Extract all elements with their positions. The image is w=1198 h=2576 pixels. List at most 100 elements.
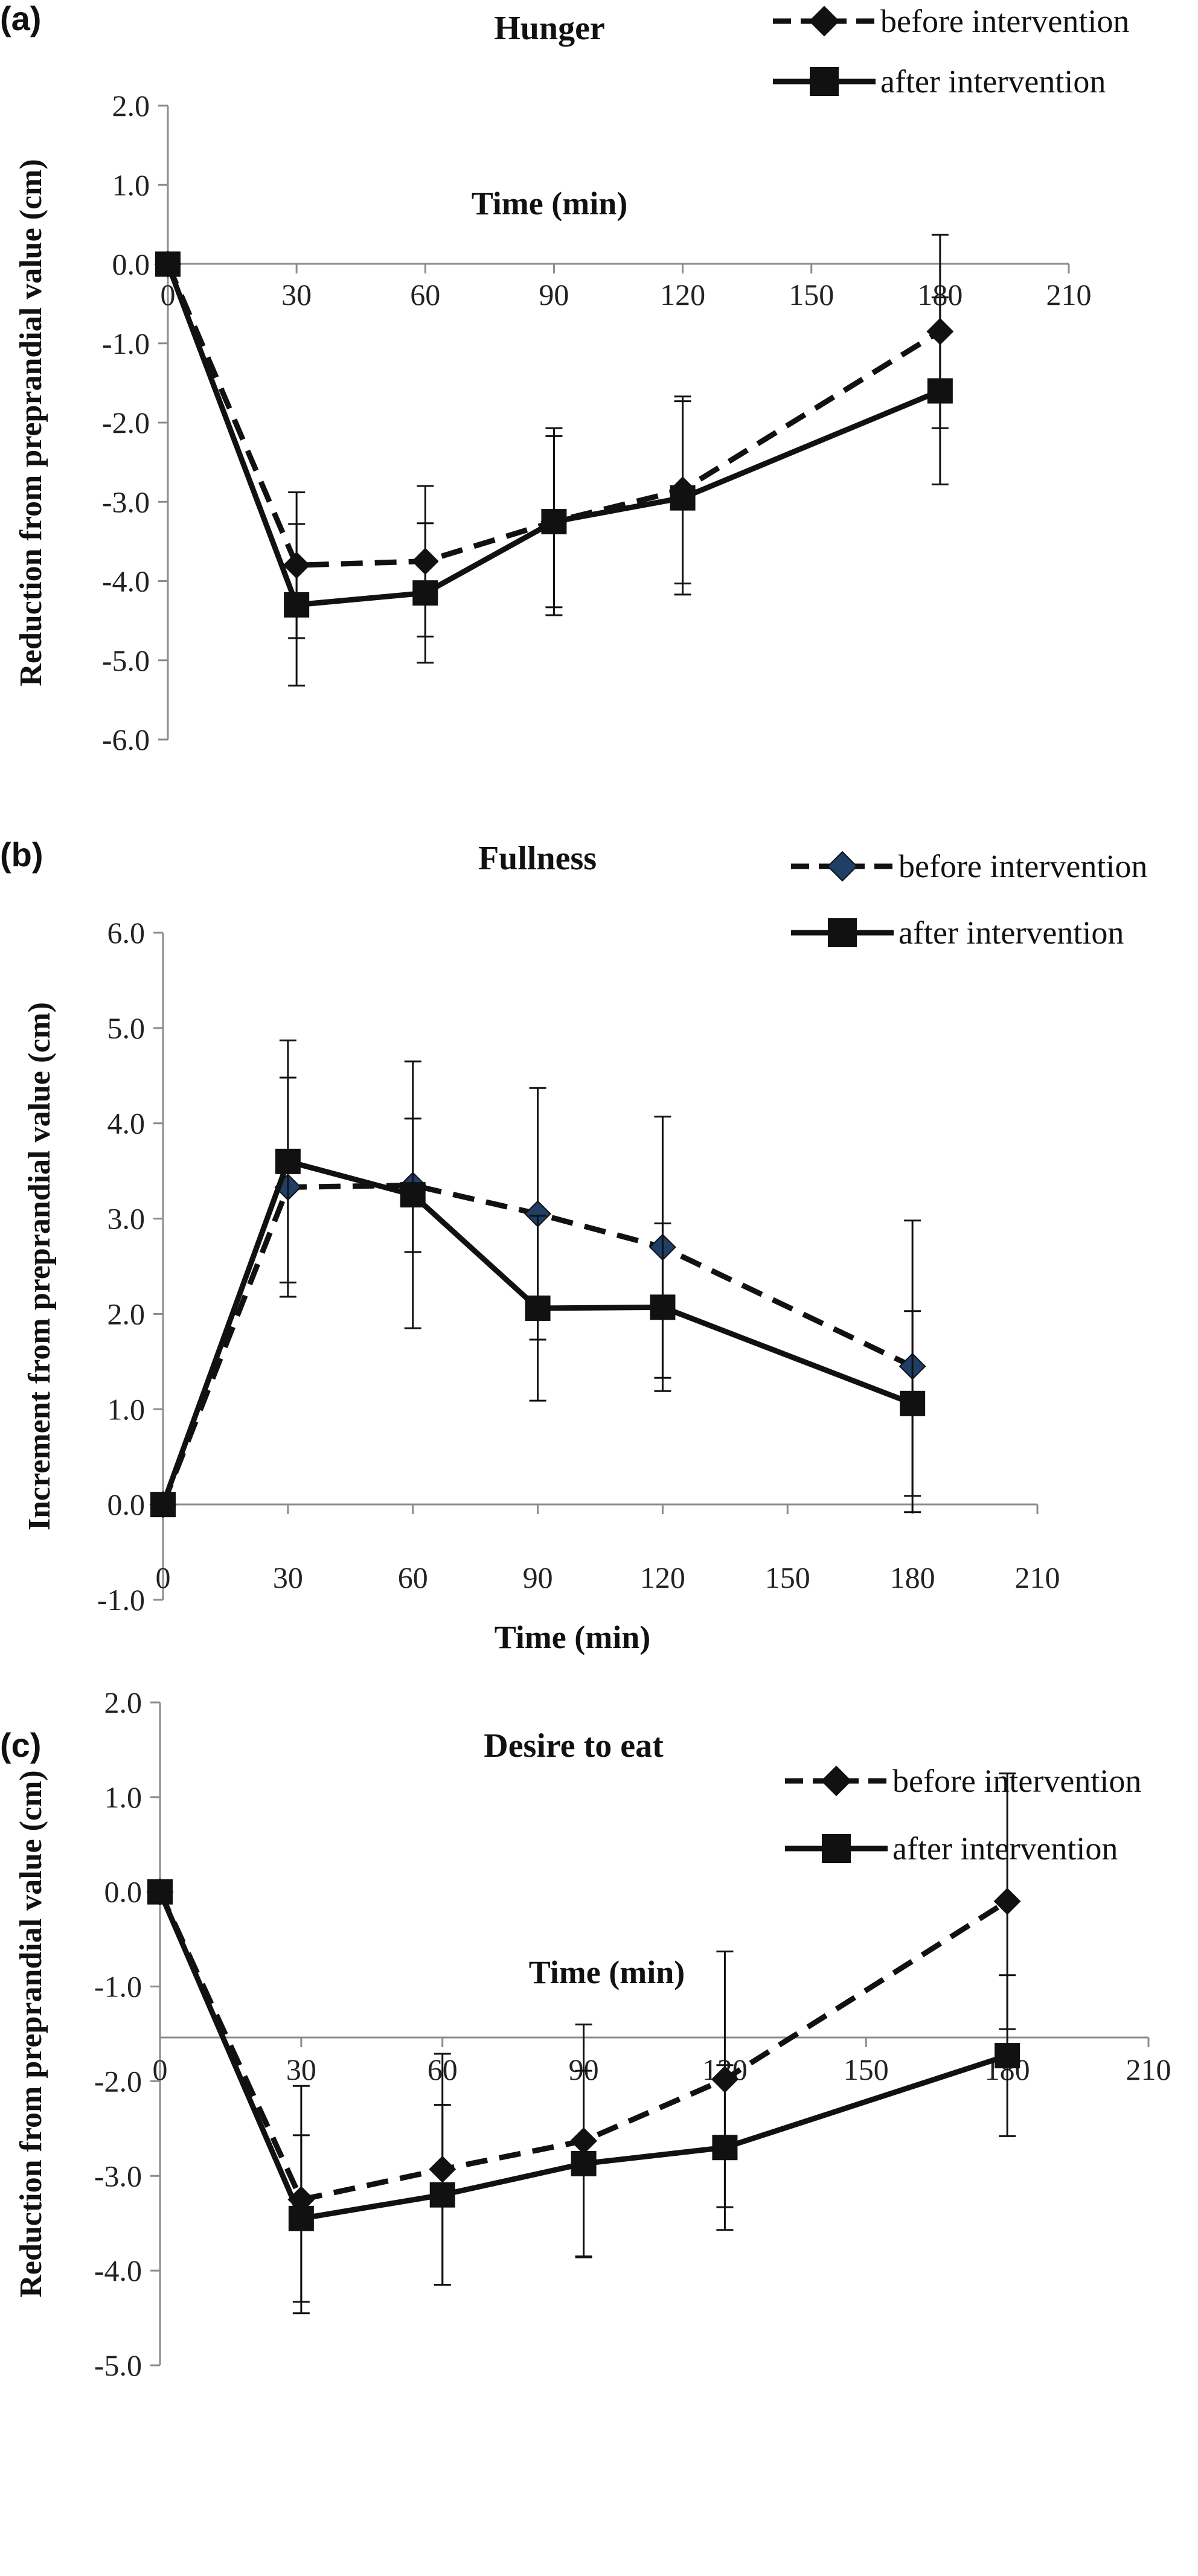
x-tick-label: 210: [1126, 2053, 1171, 2086]
x-tick-label: 0: [156, 1561, 171, 1594]
data-point-square: [541, 509, 567, 535]
y-tick-label: 2.0: [104, 1686, 143, 1719]
x-tick-label: 0: [153, 2053, 168, 2086]
x-tick-label: 150: [844, 2053, 889, 2086]
data-point-square: [147, 1879, 173, 1905]
y-tick-label: 4.0: [107, 1107, 146, 1140]
legend-label: before intervention: [880, 3, 1129, 39]
x-tick-label: 30: [273, 1561, 303, 1594]
y-tick-label: 1.0: [112, 168, 150, 202]
series-after: [150, 1039, 926, 1518]
x-tick-label: 120: [660, 278, 705, 312]
panel-label: (b): [0, 836, 43, 874]
x-tick-label: 150: [765, 1561, 810, 1594]
legend-label: after intervention: [892, 1830, 1118, 1867]
legend-label: after intervention: [880, 63, 1106, 100]
series-after: [155, 251, 953, 687]
data-point-square: [155, 251, 181, 277]
y-axis-title: Reduction from preprandial value (cm): [14, 159, 48, 686]
x-axis-title: Time (min): [472, 185, 627, 222]
y-tick-label: -6.0: [102, 723, 150, 756]
x-tick-label: 180: [890, 1561, 935, 1594]
data-point-square: [900, 1390, 926, 1416]
data-point-square: [525, 1295, 551, 1321]
legend-label: before intervention: [892, 1763, 1141, 1799]
x-tick-label: 30: [281, 278, 312, 312]
legend: before intervention after intervention: [791, 848, 1147, 951]
legend: before intervention after intervention: [785, 1763, 1141, 1867]
panel-label: (a): [0, 0, 41, 37]
y-tick-label: 1.0: [107, 1392, 146, 1426]
series-line: [160, 1159, 914, 1506]
y-tick-label: -1.0: [102, 327, 150, 360]
legend-marker-square: [822, 1834, 851, 1863]
data-point-square: [284, 592, 310, 618]
y-tick-label: -5.0: [94, 2348, 142, 2382]
chart-panel-2: (b) Fullness 6.0 5.0 4.0 3.0 2.0 1.0 0.0 -1.0 0 30 6…: [0, 836, 1147, 1655]
x-tick-label: 120: [640, 1561, 685, 1594]
data-point-square: [429, 2182, 455, 2208]
x-tick-label: 60: [398, 1561, 428, 1594]
legend-marker-square: [810, 67, 839, 96]
y-tick-label: -3.0: [94, 2159, 142, 2193]
y-tick-label: -4.0: [94, 2254, 142, 2287]
legend-label: after intervention: [899, 915, 1124, 951]
y-tick-label: 5.0: [107, 1011, 146, 1045]
y-tick-label: 0.0: [107, 1488, 146, 1521]
data-point-square: [150, 1492, 176, 1518]
x-axis-title: Time (min): [529, 1954, 685, 1990]
data-point-square: [288, 2205, 314, 2231]
legend: before intervention after intervention: [773, 3, 1129, 100]
y-tick-label: 2.0: [107, 1297, 146, 1331]
x-tick-label: 150: [789, 278, 834, 312]
chart-title: Desire to eat: [484, 1727, 664, 1765]
series-line: [157, 1890, 1008, 2222]
legend-marker-diamond: [821, 1765, 852, 1797]
legend-marker-square: [828, 918, 857, 947]
chart-title: Hunger: [494, 10, 605, 47]
chart-panel-1: (a) Hunger 2.0 1.0 0.0 -1.0 -2.0 -3.0 -4.0 -5.0 -6…: [0, 0, 1129, 756]
data-point-square: [995, 2043, 1020, 2069]
x-tick-label: 90: [539, 278, 569, 312]
data-point-square: [670, 485, 696, 511]
y-tick-label: -2.0: [94, 2064, 142, 2098]
x-axis-title: Time (min): [495, 1619, 650, 1655]
data-point-square: [412, 580, 438, 606]
legend-marker-diamond: [809, 5, 840, 37]
y-tick-label: -4.0: [102, 564, 150, 598]
data-point-square: [400, 1182, 426, 1208]
x-tick-label: 210: [1015, 1561, 1060, 1594]
series-line: [160, 1182, 914, 1506]
panel-label: (c): [0, 1726, 41, 1764]
y-tick-label: 1.0: [104, 1780, 143, 1814]
y-tick-label: 0.0: [112, 248, 150, 281]
y-tick-label: 0.0: [104, 1875, 143, 1909]
series-after: [147, 1879, 1020, 2303]
y-tick-label: -1.0: [97, 1583, 145, 1617]
y-axis-title: Reduction from preprandial value (cm): [14, 1770, 48, 2297]
y-tick-label: -5.0: [102, 644, 150, 677]
x-tick-label: 90: [523, 1561, 553, 1594]
y-tick-label: -1.0: [94, 1970, 142, 2004]
data-point-diamond: [993, 1887, 1021, 1915]
data-point-square: [712, 2135, 738, 2161]
y-axis-title: Increment from preprandial value (cm): [22, 1002, 57, 1530]
chart-title: Fullness: [478, 840, 597, 877]
y-tick-label: 6.0: [107, 916, 146, 950]
data-point-square: [275, 1148, 301, 1174]
chart-panel-3: (c) Desire to eat 2.0 1.0 0.0 -1.0 -2.0 -3.0 -4.…: [0, 1686, 1171, 2382]
legend-marker-diamond: [827, 851, 858, 882]
data-point-square: [927, 378, 953, 404]
series-line: [157, 1890, 1009, 2202]
data-point-square: [571, 2150, 597, 2176]
y-tick-label: 2.0: [112, 89, 150, 123]
x-tick-label: 30: [286, 2053, 316, 2086]
series-line: [165, 263, 941, 608]
x-tick-label: 60: [410, 278, 440, 312]
x-tick-label: 210: [1046, 278, 1092, 312]
data-point-square: [650, 1294, 676, 1320]
series-line: [165, 263, 942, 568]
legend-label: before intervention: [899, 848, 1147, 884]
y-tick-label: -3.0: [102, 485, 150, 519]
